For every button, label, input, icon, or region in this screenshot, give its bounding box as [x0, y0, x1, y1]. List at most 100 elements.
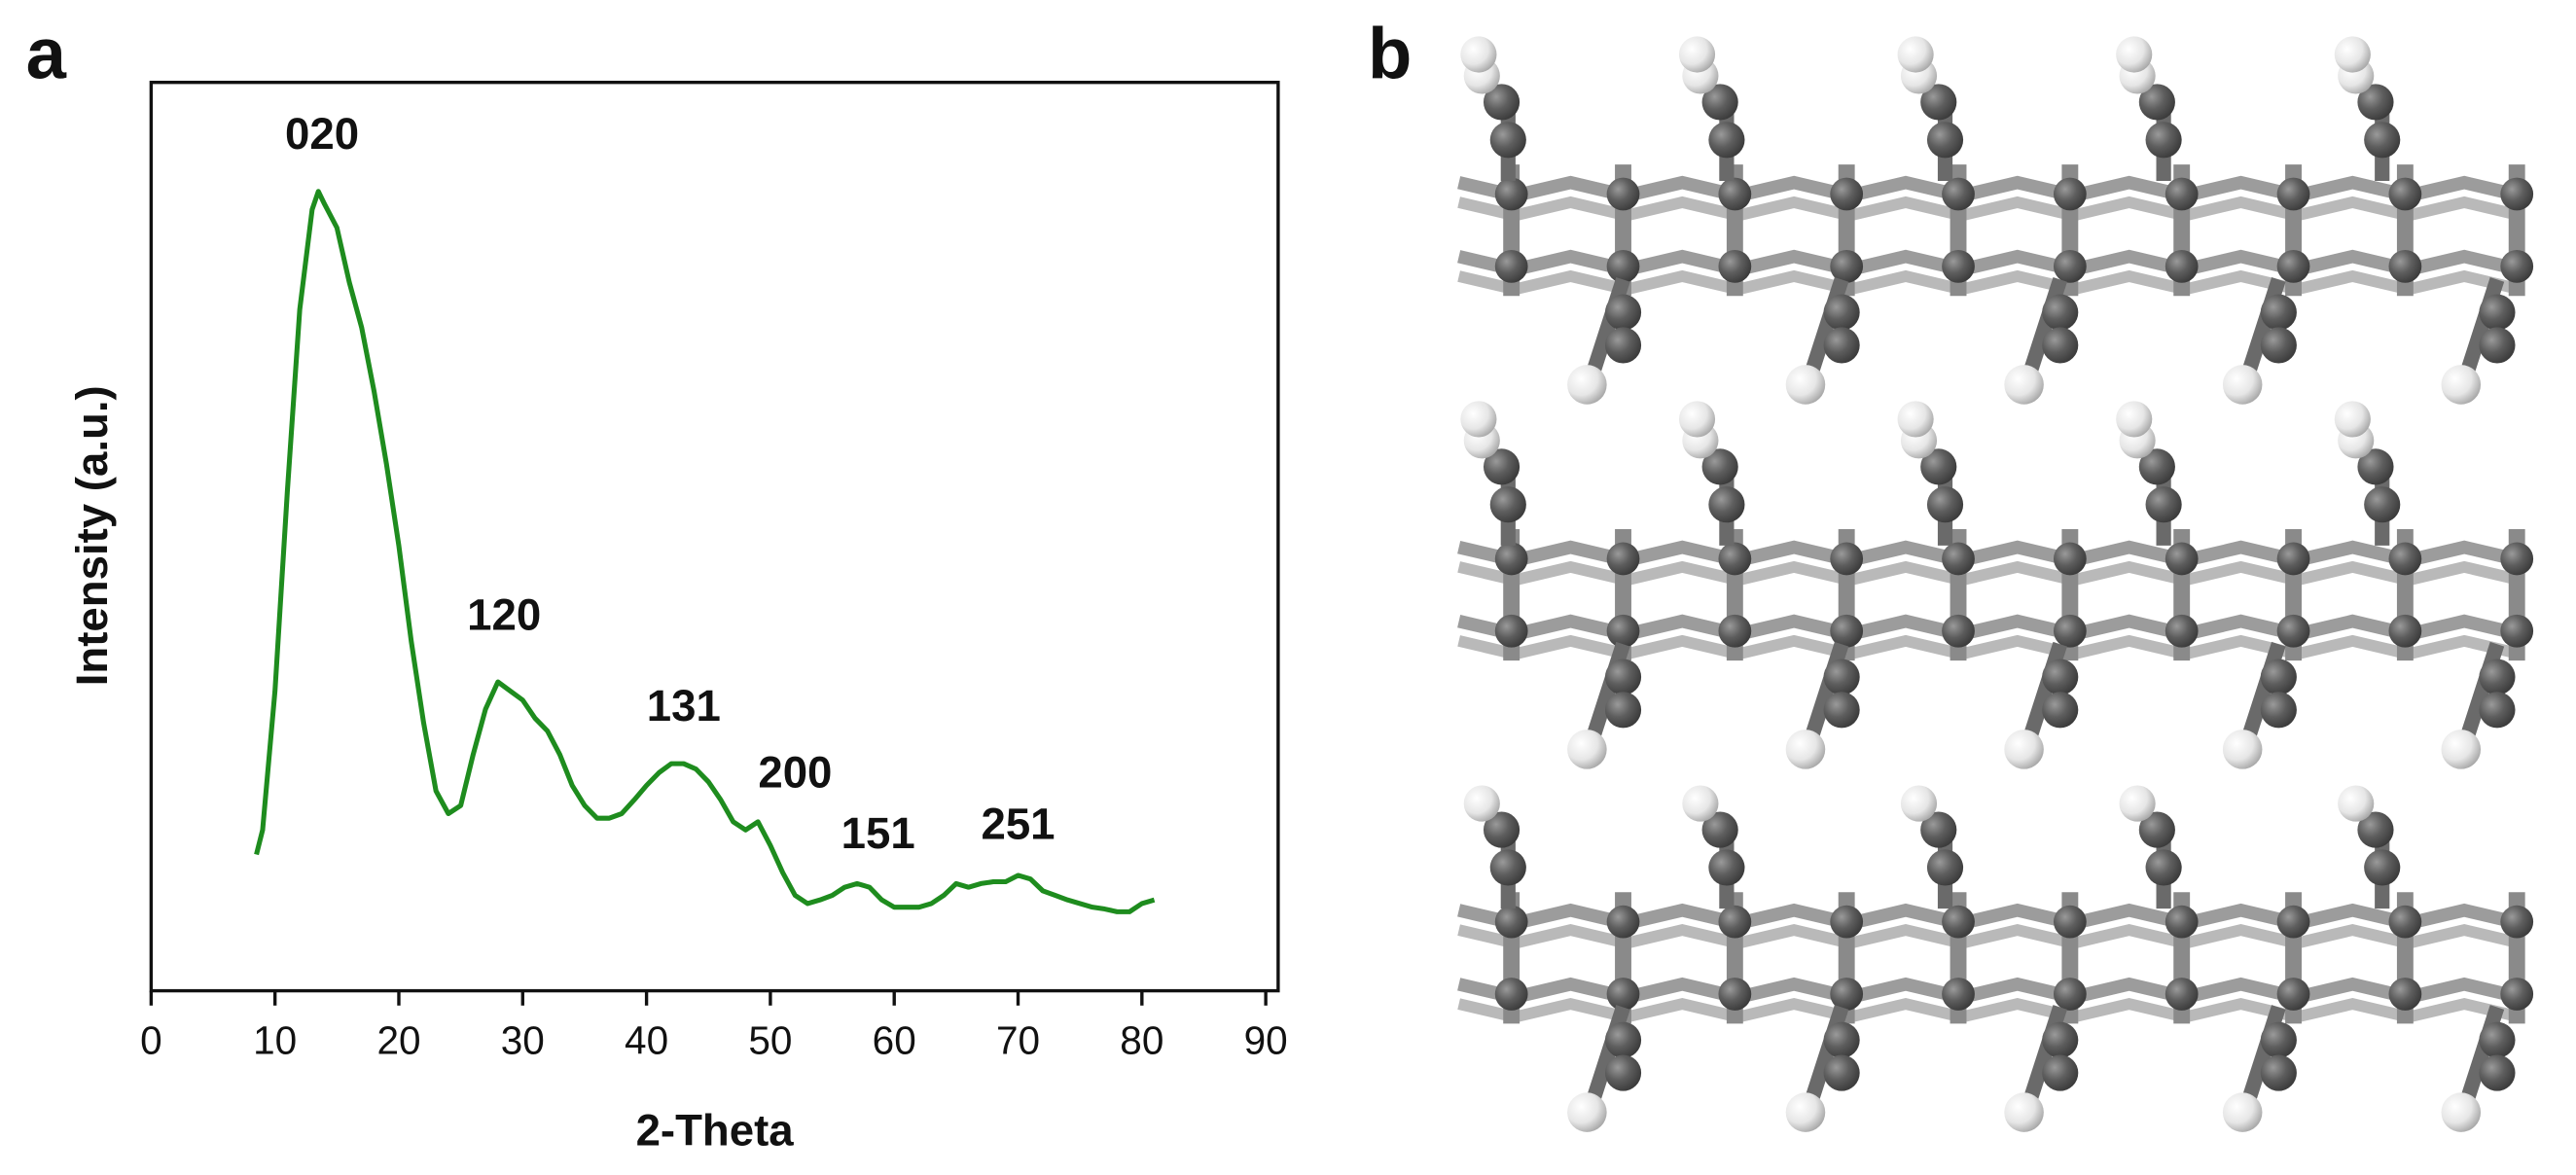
atom	[1718, 249, 1752, 283]
bond-chain	[1457, 634, 2522, 660]
atom	[1830, 542, 1864, 576]
atom	[2260, 692, 2297, 729]
atom	[2276, 614, 2310, 648]
atom-h	[2334, 36, 2371, 73]
atom	[1606, 542, 1640, 576]
atom	[1494, 614, 1528, 648]
atom	[2145, 122, 2182, 159]
atom	[2364, 849, 2401, 886]
bond-chain	[1457, 269, 2522, 296]
atom	[1942, 905, 1975, 939]
atom	[2260, 294, 2297, 331]
atom	[1920, 84, 1957, 121]
atom	[1830, 978, 1864, 1011]
atom	[1604, 1054, 1642, 1091]
atom	[2276, 177, 2310, 211]
atom	[1494, 542, 1528, 576]
atom	[1606, 614, 1640, 648]
atom	[1604, 294, 1642, 331]
atom	[1718, 614, 1752, 648]
atom	[2479, 327, 2516, 364]
atom	[1483, 448, 1521, 485]
atom	[1708, 122, 1745, 159]
atom	[2053, 905, 2087, 939]
atom	[1604, 659, 1642, 695]
atom	[1823, 1054, 1860, 1091]
atom	[1823, 1021, 1860, 1058]
atom	[2053, 978, 2087, 1011]
atom	[2053, 614, 2087, 648]
atom	[2042, 294, 2079, 331]
atom-h	[2441, 1092, 2482, 1132]
atom-h	[2119, 785, 2156, 822]
peak-label: 131	[647, 681, 721, 730]
atom	[1494, 249, 1528, 283]
bond-chain	[1457, 924, 2522, 949]
peak-label: 200	[758, 747, 832, 797]
atom-h	[2334, 401, 2371, 438]
atom	[2388, 177, 2422, 211]
atom-h	[1567, 730, 1607, 769]
atom-h	[1897, 401, 1934, 438]
atom-h	[1785, 1092, 1826, 1132]
atom	[1942, 542, 1975, 576]
atom	[2357, 448, 2394, 485]
atom	[1606, 978, 1640, 1011]
atom	[2145, 486, 2182, 523]
atom	[2042, 692, 2079, 729]
atom	[2138, 448, 2175, 485]
atom-h	[2222, 1092, 2263, 1132]
atom	[1606, 905, 1640, 939]
x-tick-label: 20	[376, 1017, 420, 1062]
atom	[1942, 177, 1975, 211]
atom	[1830, 614, 1864, 648]
atom	[2479, 692, 2516, 729]
x-tick-label: 80	[1120, 1017, 1163, 1062]
atom	[1483, 811, 1521, 848]
atom	[1920, 448, 1957, 485]
atom	[1606, 177, 1640, 211]
x-axis-label: 2-Theta	[636, 1106, 795, 1156]
atom	[2260, 1054, 2297, 1091]
atom	[2260, 327, 2297, 364]
atom	[2276, 249, 2310, 283]
atom	[2500, 614, 2534, 648]
atom	[2276, 542, 2310, 576]
x-tick-label: 50	[748, 1017, 792, 1062]
atom	[2165, 542, 2199, 576]
atom	[2500, 249, 2534, 283]
atom	[1489, 122, 1526, 159]
atom	[1830, 177, 1864, 211]
atom-h	[1678, 36, 1716, 73]
atom	[2388, 614, 2422, 648]
atom	[1606, 249, 1640, 283]
atom-h	[1682, 785, 1719, 822]
atom	[1708, 486, 1745, 523]
atom	[2364, 122, 2401, 159]
atom	[2165, 978, 2199, 1011]
atom	[1494, 177, 1528, 211]
atom-h	[2116, 36, 2153, 73]
atom	[2479, 1021, 2516, 1058]
x-tick-label: 70	[996, 1017, 1040, 1062]
atom	[1942, 249, 1975, 283]
bond-chain	[1457, 560, 2522, 587]
atom	[1701, 811, 1738, 848]
atom-h	[1567, 1092, 1607, 1132]
atom	[1489, 849, 1526, 886]
atom	[1926, 486, 1964, 523]
x-tick-label: 0	[140, 1017, 162, 1062]
atom	[1708, 849, 1745, 886]
y-axis-label: Intensity (a.u.)	[67, 385, 117, 686]
atom-h	[1897, 36, 1934, 73]
atom	[2042, 1021, 2079, 1058]
atom	[1830, 249, 1864, 283]
atom	[1926, 849, 1964, 886]
atom	[2053, 542, 2087, 576]
peak-label: 151	[841, 808, 915, 858]
atom-h	[1900, 785, 1938, 822]
atom	[2053, 177, 2087, 211]
atom	[2357, 811, 2394, 848]
